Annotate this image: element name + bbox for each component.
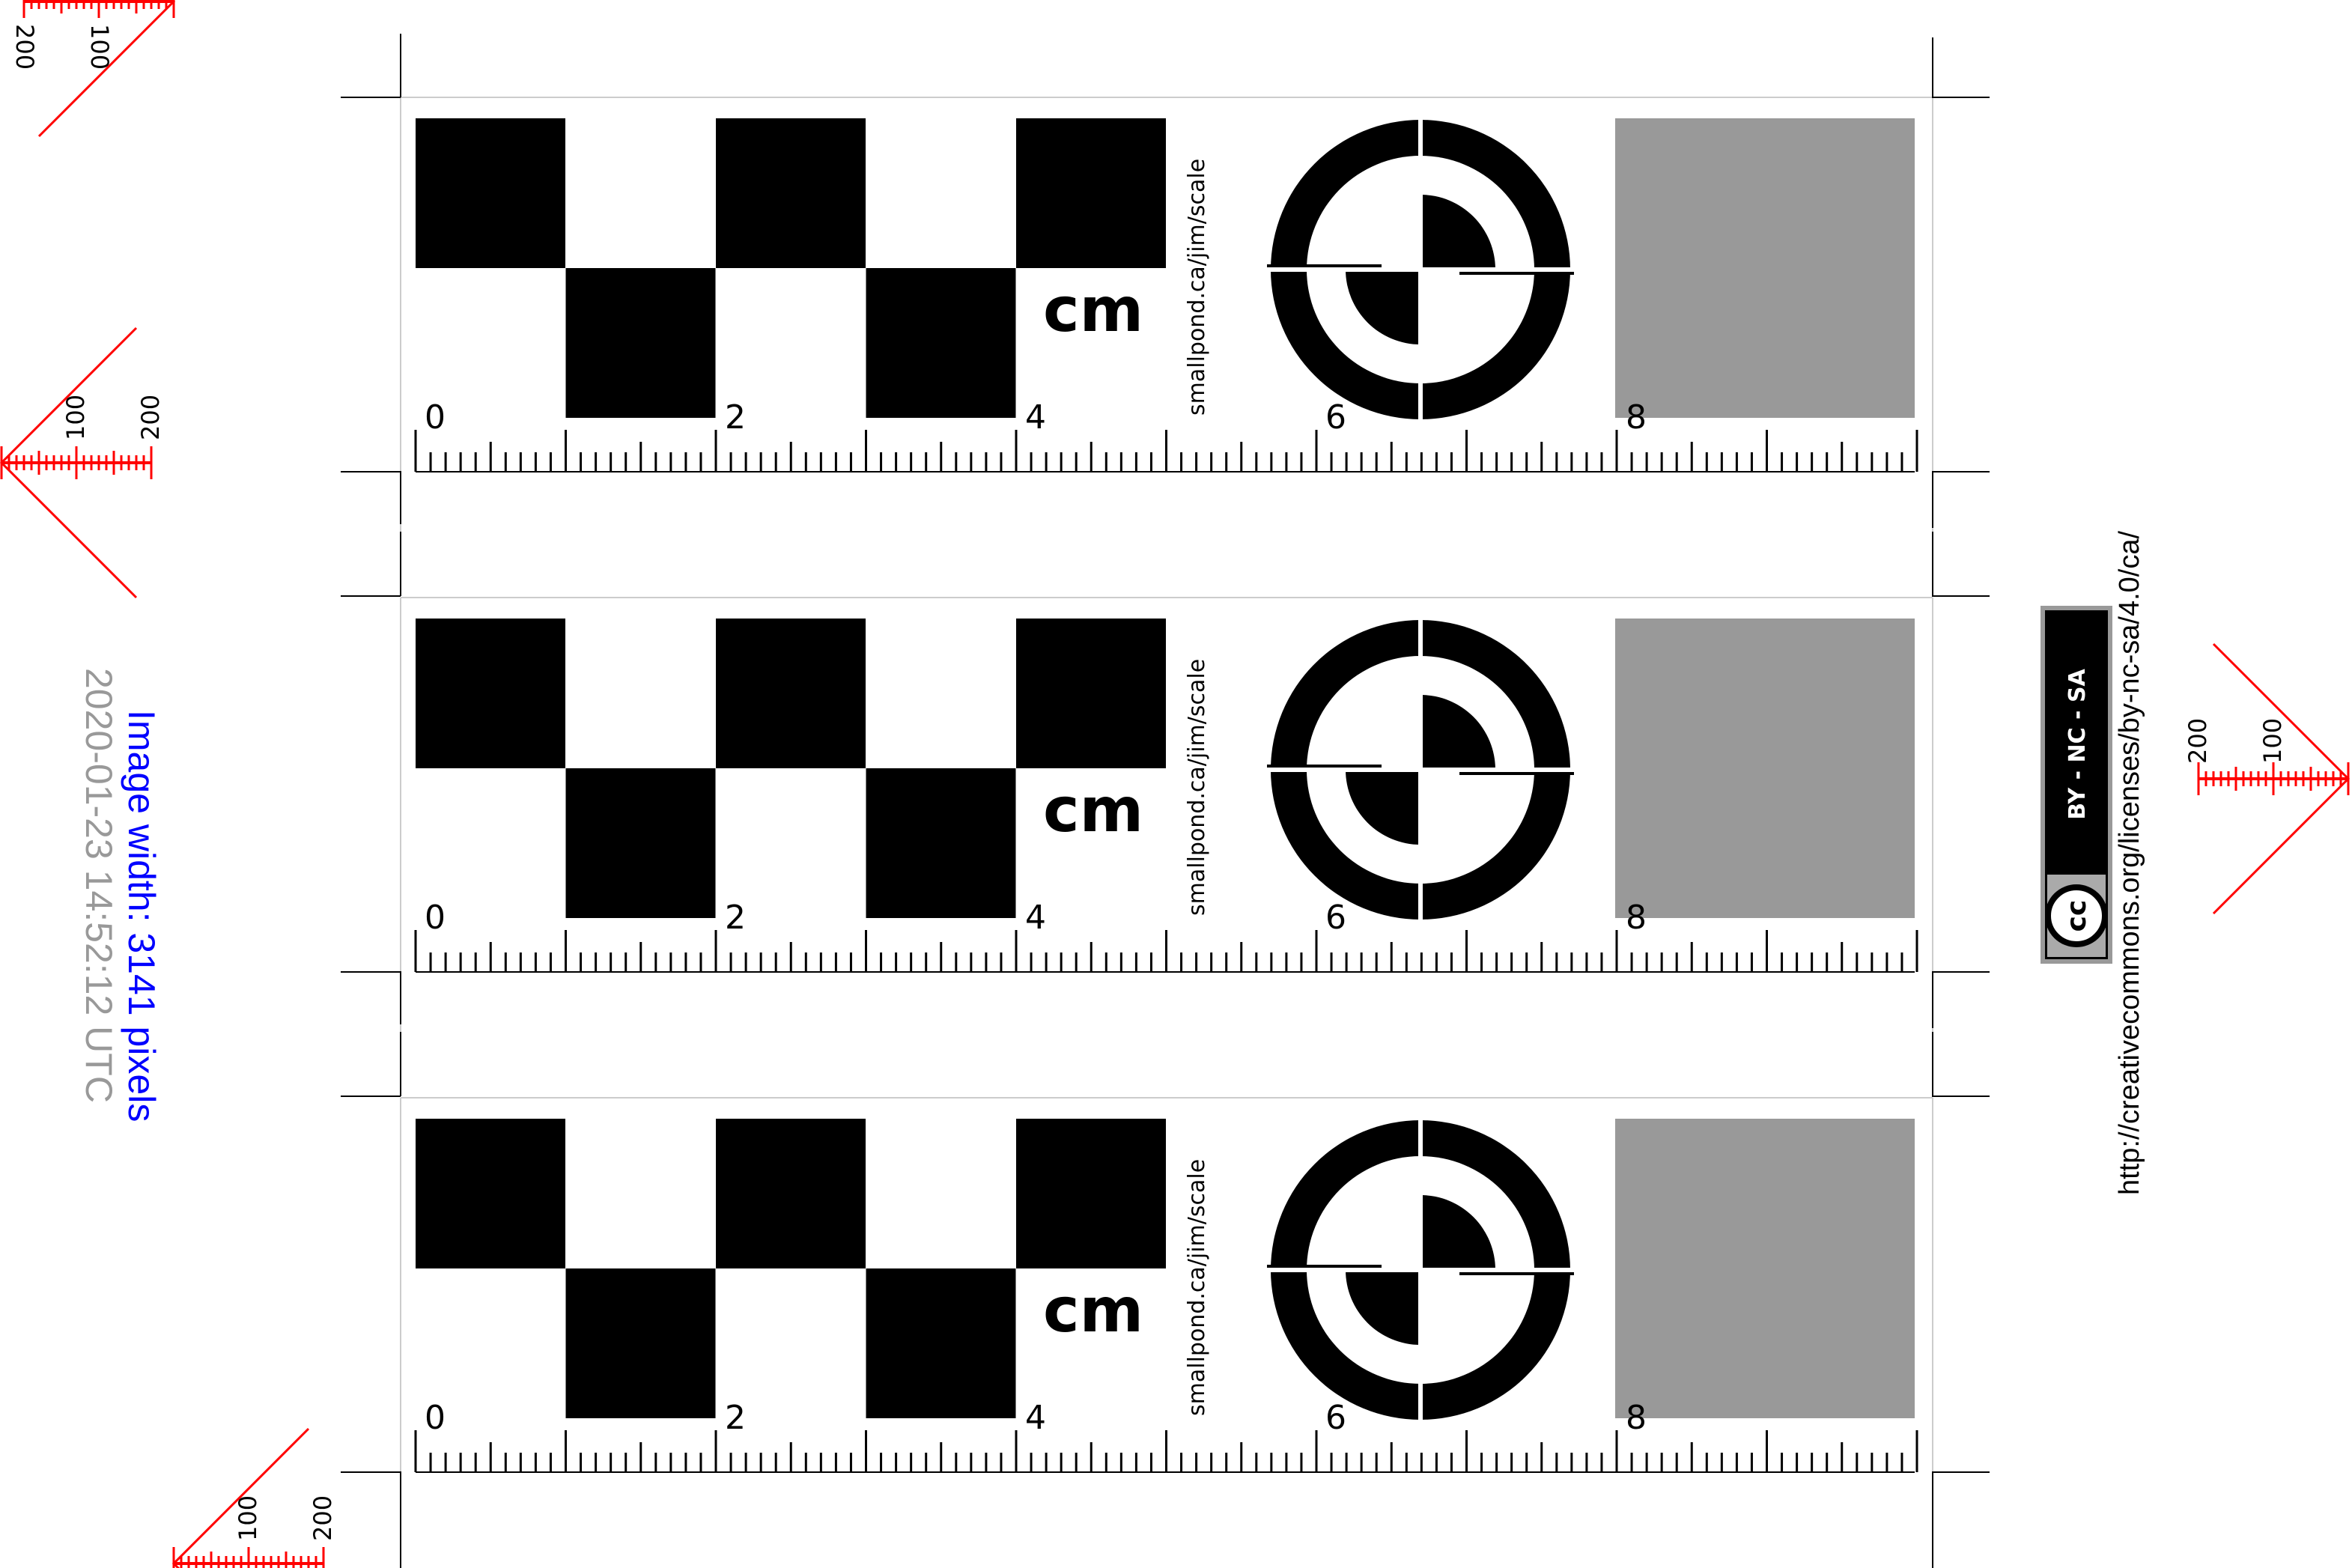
cc-logo-icon — [2045, 884, 2108, 947]
ruler-number: 0 — [425, 1399, 446, 1437]
crop-mark — [1932, 1471, 1990, 1528]
crop-mark — [341, 971, 401, 1024]
crop-mark — [341, 1471, 401, 1525]
ruler-strip: cm smallpond.ca/jim/scale 0 2 4 6 8 — [341, 1097, 1990, 1568]
timestamp-text: 2020-01-23 14:52:12 UTC — [78, 668, 120, 1103]
checker-square — [866, 1268, 1016, 1418]
gauge-label-100: 100 — [2258, 718, 2287, 764]
unit-label: cm — [1043, 275, 1143, 346]
unit-label: cm — [1043, 775, 1143, 846]
ruler-number: 4 — [1025, 398, 1046, 437]
timestamp-group: 2020-01-23 14:52:12 UTC — [78, 668, 120, 1103]
cc-terms: BY - NC - SA — [2064, 668, 2091, 819]
ruler-number: 8 — [1626, 1399, 1647, 1437]
target-quadrant — [1420, 1195, 1495, 1270]
ruler-number: 4 — [1025, 1399, 1046, 1437]
checker-square — [1016, 1119, 1166, 1268]
site-url: smallpond.ca/jim/scale — [1184, 1159, 1210, 1416]
gauge-label-200: 200 — [10, 24, 39, 70]
checker-square — [416, 619, 565, 768]
checker-square — [716, 619, 866, 768]
checker-square — [565, 1268, 716, 1418]
pixel-gauge-icon: 100 200 — [0, 326, 165, 599]
site-url: smallpond.ca/jim/scale — [1184, 159, 1210, 416]
checker-square — [716, 118, 866, 268]
checker-square — [866, 768, 1016, 918]
crop-mark — [1932, 37, 1990, 98]
ruler-number: 6 — [1325, 899, 1346, 937]
ruler-number: 2 — [725, 899, 746, 937]
crop-mark — [1932, 532, 1990, 597]
pixel-gauge-icon: 100 200 — [2184, 642, 2351, 915]
grey-patch — [1615, 1119, 1915, 1418]
image-width-text: Image width: 3141 pixels — [121, 710, 162, 1122]
crop-mark — [341, 471, 401, 524]
gauge-label-100: 100 — [61, 395, 90, 440]
image-info: Image width: 3141 pixels — [121, 710, 162, 1122]
checker-square — [1016, 619, 1166, 768]
crop-mark — [1932, 971, 1990, 1028]
ruler-strips: cm smallpond.ca/jim/scale 0 2 4 6 8 cm smallpond… — [341, 34, 1990, 1568]
crop-mark — [1932, 1032, 1990, 1097]
ruler-strip: cm smallpond.ca/jim/scale 0 2 4 6 8 — [341, 34, 1990, 597]
checker-square — [416, 118, 565, 268]
license-url-group: http://creativecommons.org/licenses/by-n… — [2114, 531, 2145, 1195]
gauge-label-200: 200 — [136, 395, 165, 440]
ruler-number: 2 — [725, 1399, 746, 1437]
gauge-label-200: 200 — [2184, 718, 2212, 764]
checker-square — [565, 768, 716, 918]
crop-marks — [341, 34, 1990, 597]
ruler-number: 0 — [425, 899, 446, 937]
target-quadrant — [1346, 770, 1420, 845]
cc-logo-text: cc — [2061, 900, 2092, 932]
calibration-target-icon — [1267, 616, 1574, 923]
target-quadrant — [1346, 270, 1420, 344]
grey-patch — [1615, 619, 1915, 918]
calibration-target-icon — [1267, 116, 1574, 423]
ruler-number: 8 — [1626, 899, 1647, 937]
target-quadrant — [1420, 695, 1495, 770]
ruler-strip: cm smallpond.ca/jim/scale 0 2 4 6 8 — [341, 597, 1990, 1097]
ruler-number: 4 — [1025, 899, 1046, 937]
crop-mark — [1932, 471, 1990, 528]
crop-mark — [341, 34, 401, 98]
calibration-target-icon — [1267, 1116, 1574, 1423]
gauge-label-100: 100 — [234, 1495, 262, 1541]
gauge-label-200: 200 — [309, 1495, 337, 1541]
crop-mark — [341, 1032, 401, 1097]
grey-patch — [1615, 118, 1915, 418]
unit-label: cm — [1043, 1275, 1143, 1346]
pixel-gauge-icon: 100 200 — [10, 0, 176, 138]
ruler-number: 6 — [1325, 1399, 1346, 1437]
checker-square — [1016, 118, 1166, 268]
gauge-label-100: 100 — [85, 24, 114, 70]
checker-square — [565, 268, 716, 418]
crop-marks — [341, 1471, 1990, 1568]
cc-license-badge: cc BY - NC - SA — [2040, 606, 2112, 964]
checker-square — [716, 1119, 866, 1268]
ruler-number: 8 — [1626, 398, 1647, 437]
ruler-number: 0 — [425, 398, 446, 437]
ruler-number: 6 — [1325, 398, 1346, 437]
checker-square — [416, 1119, 565, 1268]
crop-marks — [341, 971, 1990, 1097]
checker-square — [866, 268, 1016, 418]
crop-mark — [341, 532, 401, 597]
target-quadrant — [1346, 1270, 1420, 1345]
license-url: http://creativecommons.org/licenses/by-n… — [2114, 531, 2145, 1195]
target-quadrant — [1420, 195, 1495, 270]
site-url: smallpond.ca/jim/scale — [1184, 659, 1210, 916]
pixel-gauge-icon: 100 200 — [171, 1427, 337, 1568]
ruler-number: 2 — [725, 398, 746, 437]
